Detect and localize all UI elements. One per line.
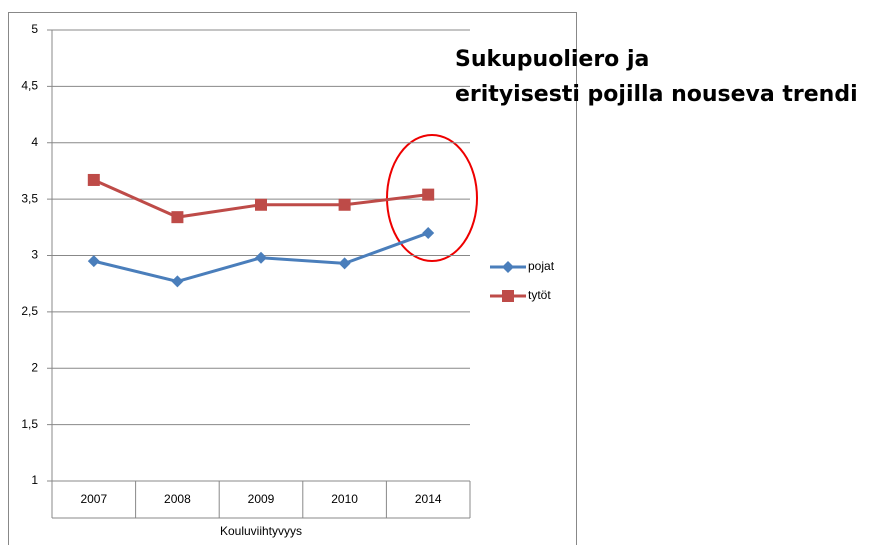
legend-label: pojat	[528, 259, 555, 273]
annotation: Sukupuoliero ja	[455, 47, 649, 72]
marker	[338, 198, 351, 211]
y-tick-label: 3,5	[21, 191, 38, 205]
y-tick-label: 3	[31, 248, 38, 262]
marker	[87, 173, 100, 186]
chart-frame	[8, 12, 577, 550]
marker	[255, 251, 267, 264]
legend-marker	[502, 290, 514, 302]
x-tick-label: 2007	[80, 492, 107, 506]
marker	[87, 255, 100, 268]
annotation: erityisesti pojilla nouseva trendi	[455, 82, 858, 107]
y-tick-label: 4,5	[21, 79, 38, 93]
marker	[171, 275, 184, 288]
marker	[255, 198, 267, 211]
y-tick-label: 2	[31, 360, 38, 374]
y-tick-label: 5	[31, 22, 38, 36]
x-tick-label: 2014	[415, 492, 442, 506]
y-tick-label: 1	[31, 473, 38, 487]
y-tick-label: 1,5	[21, 417, 38, 431]
y-tick-label: 2,5	[21, 304, 38, 318]
highlight-circle	[386, 134, 478, 262]
legend-label: tytöt	[528, 288, 551, 302]
marker	[422, 188, 435, 201]
y-tick-label: 4	[31, 135, 38, 149]
x-tick-label: 2009	[248, 492, 275, 506]
marker	[338, 257, 351, 270]
marker	[422, 226, 435, 239]
marker	[171, 211, 184, 224]
x-tick-label: 2008	[164, 492, 191, 506]
legend-marker	[502, 261, 514, 273]
x-axis-title: Kouluviihtyvyys	[220, 524, 302, 538]
x-tick-label: 2010	[331, 492, 358, 506]
